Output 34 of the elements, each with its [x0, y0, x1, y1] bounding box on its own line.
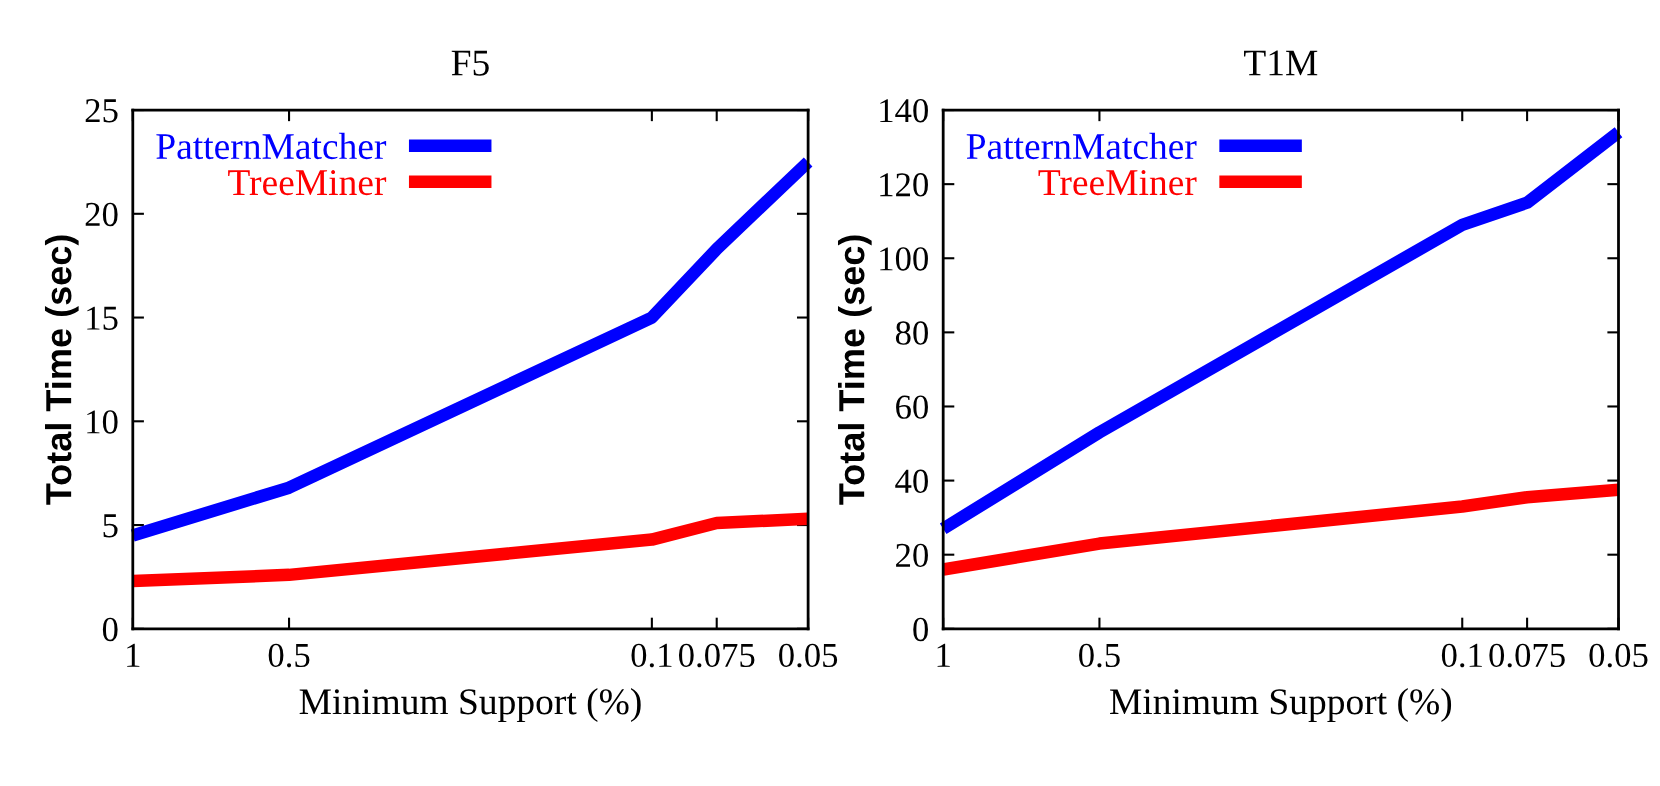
legend-label: PatternMatcher: [156, 132, 387, 160]
x-tick-label: 0.1: [631, 643, 672, 668]
x-tick-label: 0.1: [1441, 643, 1482, 668]
y-tick-label: 60: [896, 395, 928, 419]
x-axis-title: Minimum Support (%): [299, 688, 641, 723]
x-axis-title: Minimum Support (%): [1110, 688, 1452, 723]
x-tick-label: 0.075: [678, 643, 755, 668]
y-tick-label: 10: [87, 410, 118, 434]
y-tick-label: 0: [102, 617, 118, 642]
y-tick-label: 0: [913, 617, 928, 642]
x-tick-label: 0.5: [1079, 643, 1120, 668]
y-tick-label: 20: [85, 202, 118, 227]
y-axis-title: Total Time (sec): [44, 235, 79, 505]
y-tick-label: 120: [880, 173, 928, 197]
y-tick-label: 40: [895, 469, 928, 493]
x-tick-label: 0.075: [1489, 643, 1565, 668]
y-tick-label: 25: [85, 99, 118, 123]
y-tick-label: 80: [895, 321, 928, 345]
chart-title: F5: [451, 50, 489, 76]
y-tick-label: 15: [87, 306, 118, 330]
y-axis-title: Total Time (sec): [837, 235, 872, 505]
x-tick-label: 0.5: [268, 643, 310, 668]
y-tick-label: 5: [103, 514, 118, 538]
x-tick-label: 0.05: [1589, 643, 1648, 668]
y-tick-label: 100: [880, 247, 928, 271]
legend-label: PatternMatcher: [966, 132, 1197, 160]
legend-label: TreeMiner: [1038, 170, 1197, 196]
x-tick-label: 0.05: [779, 643, 838, 668]
x-tick-label: 1: [127, 643, 140, 667]
y-tick-label: 20: [896, 543, 928, 568]
x-tick-label: 1: [937, 643, 950, 667]
legend-label: TreeMiner: [228, 170, 387, 196]
y-tick-label: 140: [880, 99, 928, 123]
chart-title: T1M: [1244, 50, 1318, 76]
